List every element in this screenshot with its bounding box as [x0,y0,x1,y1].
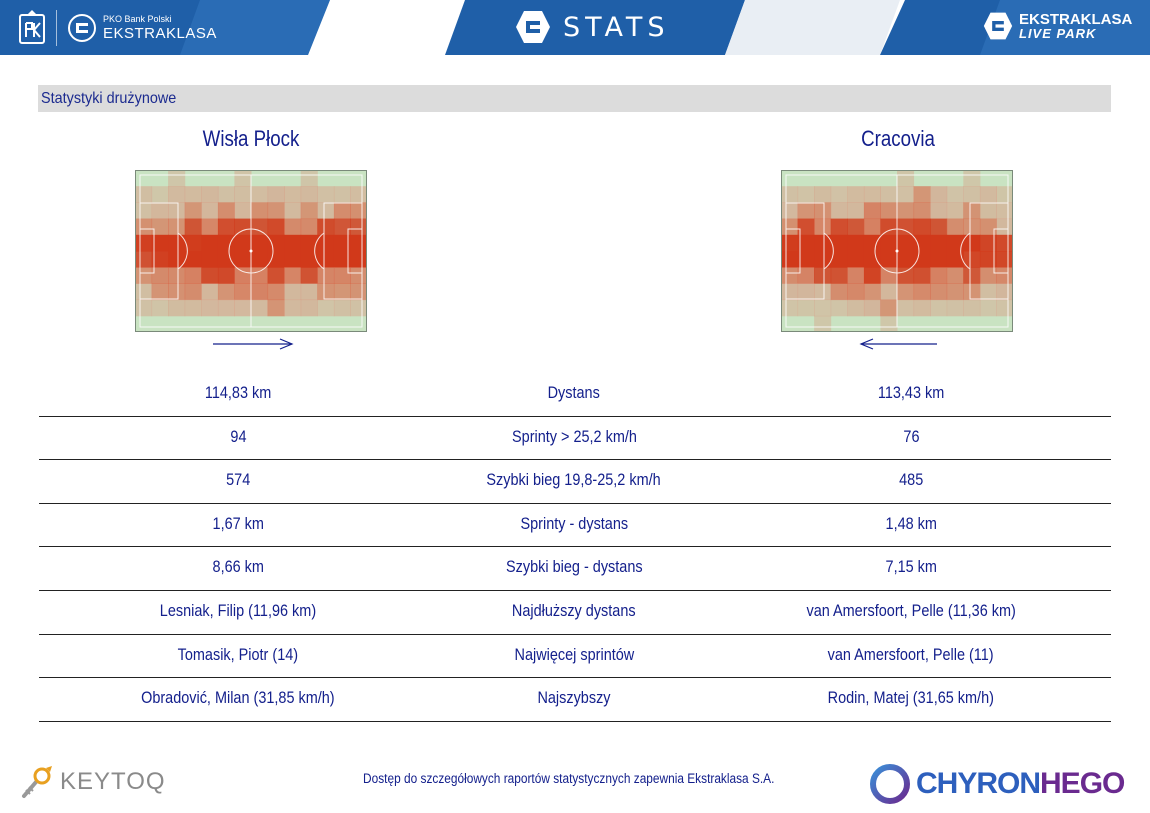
stat-label-text: Szybki bieg - dystans [505,557,643,577]
away-value-text: 1,48 km [885,513,937,533]
home-value: Obradović, Milan (31,85 km/h) [39,688,437,708]
stat-row: 574 Szybki bieg 19,8-25,2 km/h 485 [39,460,1111,504]
stat-label: Dystans [374,383,774,403]
away-value: Rodin, Matej (31,65 km/h) [711,688,1111,708]
keytoq-key-icon [22,766,52,798]
livepark-top: EKSTRAKLASA [1019,11,1133,28]
stat-row: Obradović, Milan (31,85 km/h) Najszybszy R… [39,678,1111,722]
home-value: 114,83 km [39,383,437,403]
away-value: 76 [711,427,1111,447]
away-value-text: van Amersfoort, Pelle (11,36 km) [806,600,1016,620]
stat-label-text: Sprinty > 25,2 km/h [511,426,637,446]
away-value: van Amersfoort, Pelle (11,36 km) [711,601,1111,621]
footer-note: Dostęp do szczegółowych raportów statyst… [300,771,838,786]
league-logo: PKO Bank Polski EKSTRAKLASA [67,13,217,43]
stat-label-text: Szybki bieg 19,8-25,2 km/h [486,470,662,490]
livepark-bottom: LIVE PARK [1019,26,1097,41]
stat-label: Sprinty - dystans [374,514,774,534]
home-value-text: Obradović, Milan (31,85 km/h) [141,688,335,708]
stat-label: Najwięcej sprintów [374,645,774,665]
away-heatmap [781,170,1013,332]
header-logos-left: PKO Bank Polski EKSTRAKLASA [18,8,217,48]
home-value-text: 94 [229,426,247,446]
stat-label-text: Najszybszy [537,688,611,708]
home-direction-arrow-icon [213,338,294,350]
stat-row: Tomasik, Piotr (14) Najwięcej sprintów van… [39,635,1111,679]
home-value-text: 8,66 km [212,557,264,577]
home-value: 574 [39,470,437,490]
away-value-text: van Amersfoort, Pelle (11) [828,644,994,664]
stat-row: 94 Sprinty > 25,2 km/h 76 [39,417,1111,461]
away-value: 1,48 km [711,514,1111,534]
home-team-name: Wisła Płock [202,126,300,151]
stat-label: Sprinty > 25,2 km/h [374,427,774,447]
chyron-text: CHYRON [916,767,1041,800]
league-ball-icon [68,14,96,42]
home-value-text: 574 [225,470,251,490]
home-value-text: 114,83 km [204,383,272,402]
livepark-logo: EKSTRAKLASA LIVE PARK [983,11,1132,41]
home-value-text: 1,67 km [212,513,264,533]
header-separator [56,10,57,46]
stat-row: Lesniak, Filip (11,96 km) Najdłuższy dyst… [39,591,1111,635]
stats-logo: STATS [515,10,670,44]
pko-label: PKO Bank Polski [103,14,172,24]
footer-note-text: Dostęp do szczegółowych raportów statyst… [363,771,775,786]
pko-logo-icon [19,10,45,44]
away-value-text: 113,43 km [877,383,945,402]
header-background [0,0,1150,55]
home-value: 94 [39,427,437,447]
away-value: 7,15 km [711,557,1111,577]
stat-label: Najszybszy [374,688,774,708]
header-bar: PKO Bank Polski EKSTRAKLASA STATS EKSTRA… [0,0,1150,55]
stat-label-text: Dystans [547,383,601,402]
stat-row: 8,66 km Szybki bieg - dystans 7,15 km [39,547,1111,591]
hego-text: HEGO [1040,767,1125,800]
away-value: 113,43 km [711,383,1111,403]
away-value: van Amersfoort, Pelle (11) [711,645,1111,665]
chyronhego-swirl-icon [870,764,910,804]
livepark-hexagon-icon [983,12,1013,40]
away-value-text: 485 [898,470,924,490]
home-value-text: Tomasik, Piotr (14) [177,644,299,664]
away-value-text: Rodin, Matej (31,65 km/h) [827,688,995,708]
away-value: 485 [711,470,1111,490]
keytoq-text: KEYTOQ [60,768,166,795]
away-direction-arrow-icon [859,338,937,350]
section-title: Statystyki drużynowe [41,90,177,107]
section-header: Statystyki drużynowe [38,85,1111,112]
stat-label-text: Najwięcej sprintów [514,644,634,664]
stat-label: Szybki bieg 19,8-25,2 km/h [374,470,774,490]
team-stats-table: 114,83 km Dystans 113,43 km 94 Sprinty > 25,… [39,373,1111,722]
stat-label-text: Sprinty - dystans [520,513,628,533]
stat-row: 114,83 km Dystans 113,43 km [39,373,1111,417]
home-value: Lesniak, Filip (11,96 km) [39,601,437,621]
stats-hexagon-icon [516,11,550,43]
away-team-name: Cracovia [861,126,935,151]
home-value: 1,67 km [39,514,437,534]
home-value-text: Lesniak, Filip (11,96 km) [159,600,317,620]
stat-label-text: Najdłuższy dystans [512,600,636,620]
stat-label: Najdłuższy dystans [374,601,774,621]
league-name: EKSTRAKLASA [103,25,217,42]
stat-label: Szybki bieg - dystans [374,557,774,577]
home-value: Tomasik, Piotr (14) [39,645,437,665]
away-value-text: 7,15 km [885,557,937,577]
away-value-text: 76 [902,426,920,446]
stat-row: 1,67 km Sprinty - dystans 1,48 km [39,504,1111,548]
keytoq-logo: KEYTOQ [20,764,166,800]
home-value: 8,66 km [39,557,437,577]
chyronhego-logo: CHYRONHEGO [870,764,1125,804]
stats-title: STATS [563,11,670,43]
home-heatmap [135,170,367,332]
